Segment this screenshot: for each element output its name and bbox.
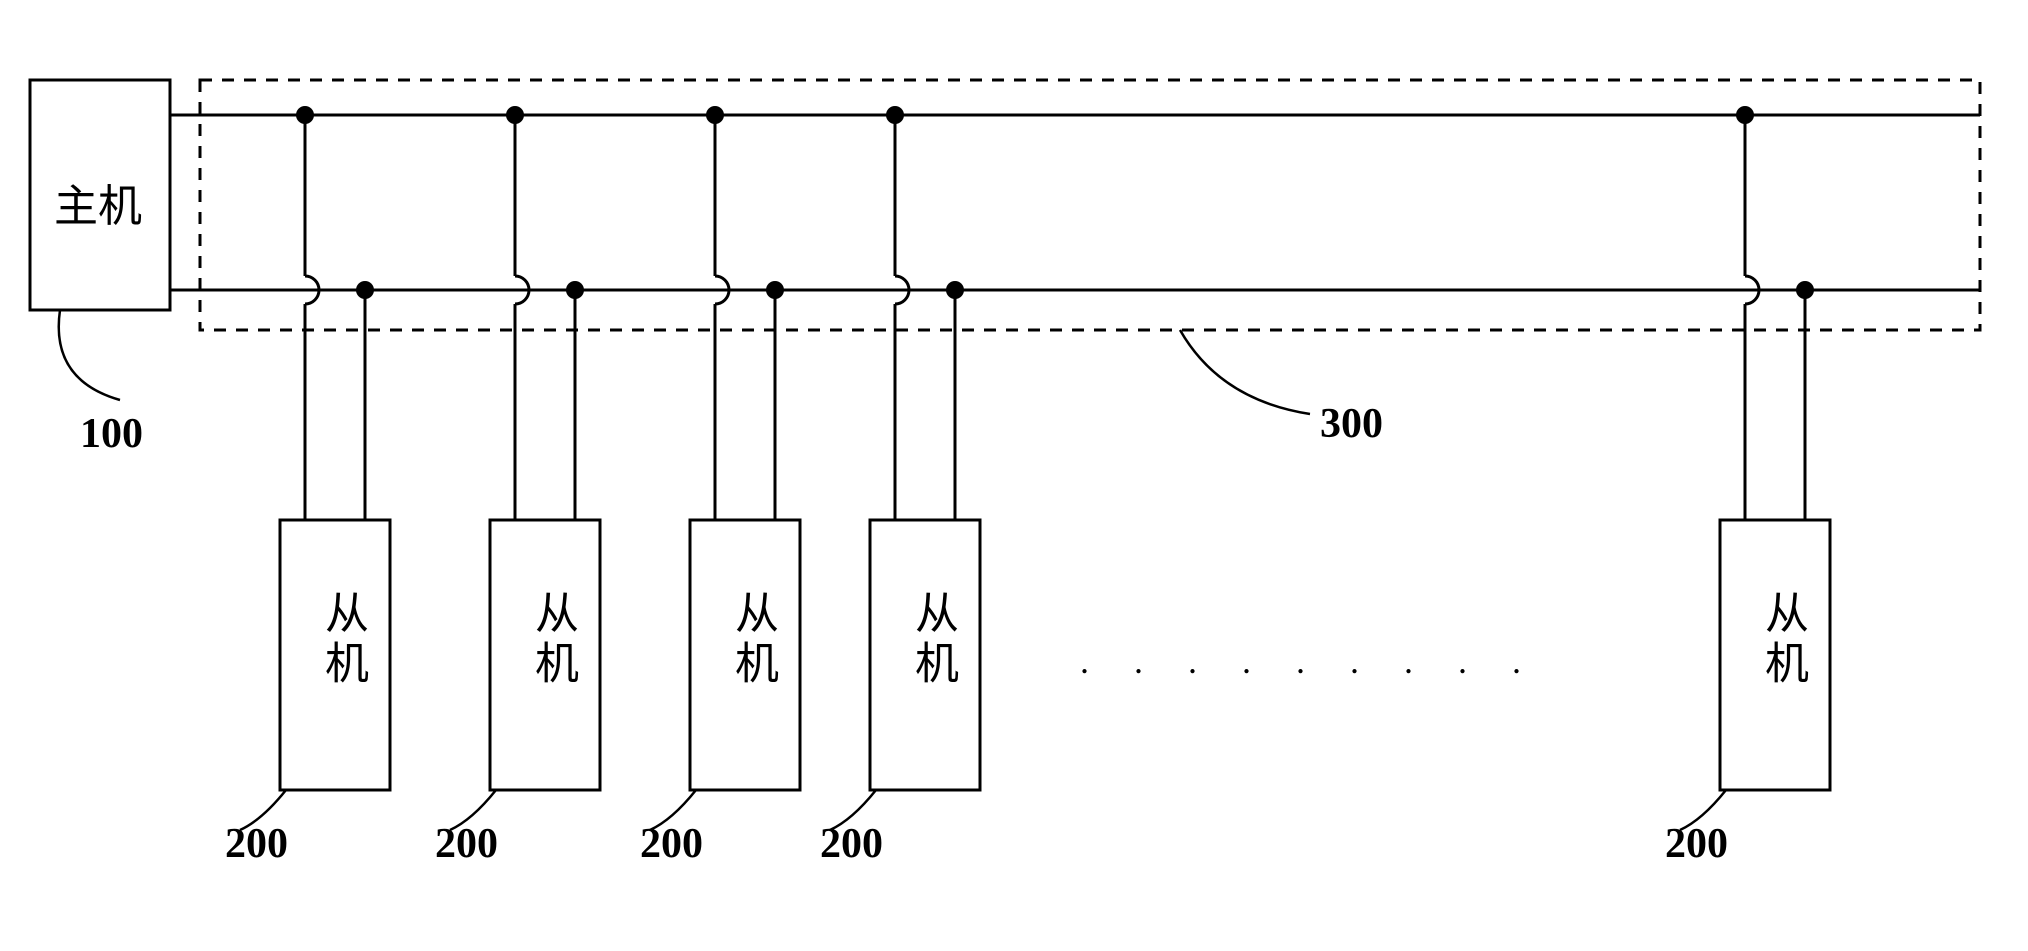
- diagram-svg: [0, 0, 2028, 946]
- slave-ref: 200: [435, 820, 498, 868]
- bus-ref: 300: [1320, 400, 1383, 448]
- slave-ref: 200: [225, 820, 288, 868]
- master-label: 主机: [54, 170, 142, 234]
- bus-diagram: 主机 100 300 从机 从机 从机 从机 从机 200 200 200 20…: [0, 0, 2028, 946]
- slave-label: 从机: [520, 590, 584, 690]
- slave-ref: 200: [640, 820, 703, 868]
- slave-label: 从机: [1750, 590, 1814, 690]
- master-ref: 100: [80, 410, 143, 458]
- slave-label: 从机: [720, 590, 784, 690]
- slave-label: 从机: [310, 590, 374, 690]
- slave-ref: 200: [820, 820, 883, 868]
- slave-ref: 200: [1665, 820, 1728, 868]
- ellipsis-dots: . . . . . . . . .: [1080, 640, 1539, 682]
- slave-label: 从机: [900, 590, 964, 690]
